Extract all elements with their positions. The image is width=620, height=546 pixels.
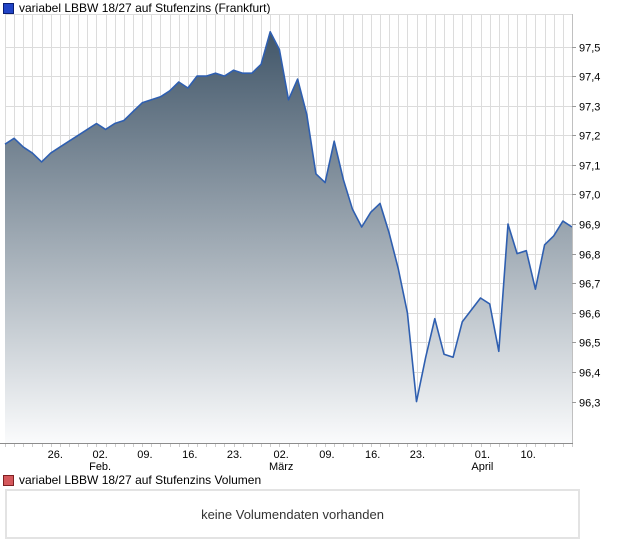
price-axes xyxy=(0,14,573,447)
price-chart: 97,5 97,4 97,3 97,2 97,1 97,0 96,9 96,8 96,7 96,6… xyxy=(0,14,600,472)
svg-text:97,5: 97,5 xyxy=(579,43,600,55)
svg-text:96,8: 96,8 xyxy=(579,250,600,262)
svg-text:März: März xyxy=(269,461,293,472)
price-y-axis-labels: 97,5 97,4 97,3 97,2 97,1 97,0 96,9 96,8 96,7 96,6… xyxy=(572,43,600,410)
svg-text:96,9: 96,9 xyxy=(579,220,600,232)
price-legend-square-icon xyxy=(3,2,14,14)
price-legend-label: variabel LBBW 18/27 auf Stufenzins (Fran… xyxy=(19,1,271,15)
svg-text:02.: 02. xyxy=(92,449,107,461)
svg-text:09.: 09. xyxy=(319,449,334,461)
svg-text:01.: 01. xyxy=(475,449,490,461)
svg-text:96,7: 96,7 xyxy=(579,279,600,291)
svg-text:96,6: 96,6 xyxy=(579,309,600,321)
svg-text:10.: 10. xyxy=(520,449,535,461)
svg-text:26.: 26. xyxy=(48,449,63,461)
svg-text:23.: 23. xyxy=(410,449,425,461)
svg-text:April: April xyxy=(471,461,493,472)
price-area xyxy=(5,31,572,444)
svg-text:96,3: 96,3 xyxy=(579,398,600,410)
svg-text:96,4: 96,4 xyxy=(579,368,600,380)
volume-legend-square-icon xyxy=(3,474,14,486)
svg-text:23.: 23. xyxy=(227,449,242,461)
svg-text:Feb.: Feb. xyxy=(89,461,111,472)
svg-text:16.: 16. xyxy=(365,449,380,461)
volume-legend: variabel LBBW 18/27 auf Stufenzins Volum… xyxy=(3,473,261,487)
volume-panel: keine Volumendaten vorhanden xyxy=(5,489,580,539)
volume-legend-label: variabel LBBW 18/27 auf Stufenzins Volum… xyxy=(19,473,262,487)
volume-empty-message: keine Volumendaten vorhanden xyxy=(201,506,384,522)
svg-text:97,3: 97,3 xyxy=(579,102,600,114)
price-line xyxy=(4,31,573,403)
svg-text:16.: 16. xyxy=(182,449,197,461)
svg-text:97,4: 97,4 xyxy=(579,72,600,84)
svg-text:97,0: 97,0 xyxy=(579,190,600,202)
price-legend: variabel LBBW 18/27 auf Stufenzins (Fran… xyxy=(3,1,270,15)
svg-text:02.: 02. xyxy=(274,449,289,461)
svg-text:96,5: 96,5 xyxy=(579,338,600,350)
svg-text:97,1: 97,1 xyxy=(579,161,600,173)
svg-text:97,2: 97,2 xyxy=(579,131,600,143)
svg-text:09.: 09. xyxy=(137,449,152,461)
